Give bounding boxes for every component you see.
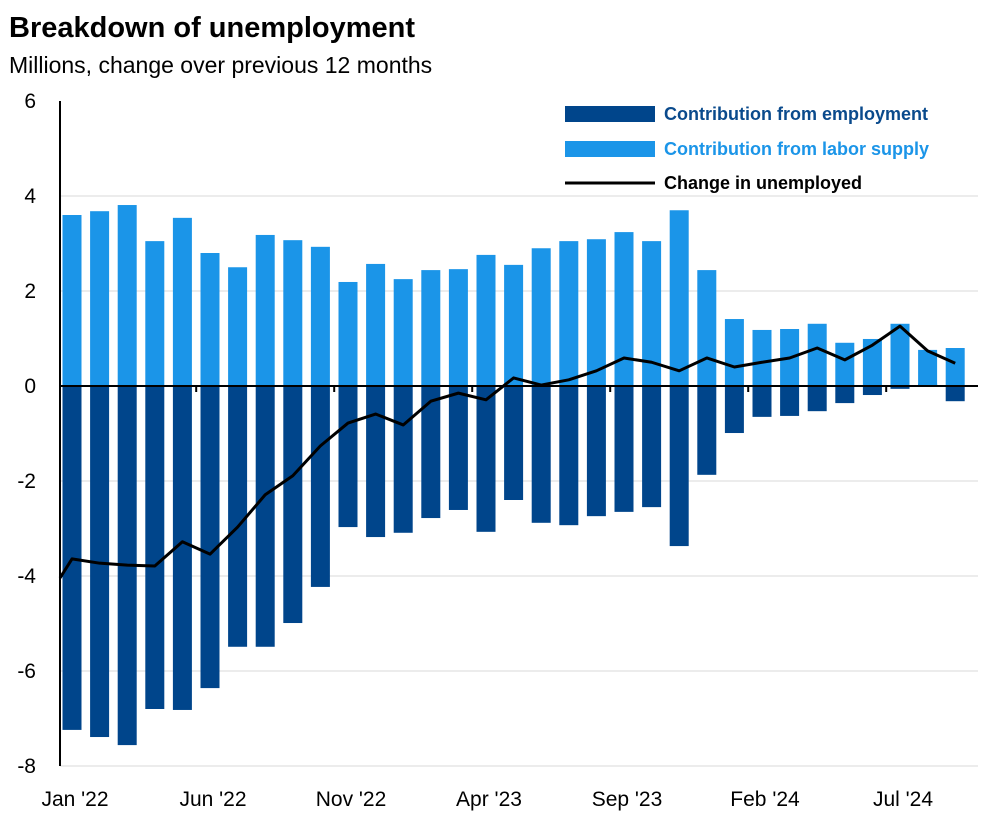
line-change-in-unemployed	[58, 324, 956, 579]
bar	[448, 269, 468, 386]
legend-label: Contribution from employment	[664, 104, 928, 124]
bar	[172, 217, 192, 386]
bar	[255, 234, 275, 386]
y-tick-label: -2	[17, 470, 36, 493]
bar	[476, 254, 496, 386]
y-tick-label: 2	[24, 280, 36, 303]
bar	[421, 386, 441, 519]
bar	[366, 263, 386, 386]
bar	[752, 386, 772, 417]
bar	[310, 386, 330, 587]
bar	[862, 386, 882, 396]
bar	[724, 319, 744, 386]
bar	[172, 386, 192, 710]
bar	[697, 386, 717, 475]
bar	[724, 386, 744, 434]
bar	[255, 386, 275, 647]
bar	[642, 386, 662, 508]
bar	[945, 386, 965, 402]
bar	[504, 386, 524, 500]
legend-label: Change in unemployed	[664, 173, 862, 193]
x-tick-label: Jan '22	[41, 788, 108, 811]
bar	[310, 246, 330, 386]
bar	[780, 386, 800, 416]
bar	[752, 329, 772, 386]
y-tick-label: 4	[24, 185, 36, 208]
bar	[338, 386, 358, 528]
y-tick-label: 6	[24, 90, 36, 113]
y-tick-label: -4	[17, 565, 36, 588]
bar	[393, 386, 413, 533]
bar	[117, 205, 137, 386]
bar	[145, 386, 165, 709]
x-tick-label: Nov '22	[316, 788, 387, 811]
bar	[642, 241, 662, 386]
bar	[366, 386, 386, 538]
bar	[90, 211, 110, 386]
bar	[559, 386, 579, 526]
bar	[614, 232, 634, 386]
bar	[228, 386, 248, 647]
bar	[835, 342, 855, 386]
chart-title: Breakdown of unemployment	[9, 12, 416, 44]
bar	[338, 281, 358, 386]
bar	[283, 386, 303, 624]
legend-swatch	[565, 106, 655, 122]
bar	[890, 323, 910, 386]
bar	[393, 279, 413, 386]
x-tick-label: Feb '24	[730, 788, 800, 811]
bar	[918, 349, 938, 386]
bar	[283, 240, 303, 386]
bar	[586, 386, 606, 517]
bar	[586, 239, 606, 386]
x-tick-label: Jul '24	[873, 788, 933, 811]
bar	[228, 267, 248, 386]
bar	[669, 210, 689, 386]
y-tick-label: 0	[24, 375, 36, 398]
bar	[559, 241, 579, 386]
x-tick-label: Jun '22	[179, 788, 246, 811]
bar	[504, 264, 524, 386]
bar	[697, 270, 717, 386]
bar	[807, 386, 827, 412]
x-tick-label: Apr '23	[456, 788, 522, 811]
legend-swatch	[565, 141, 655, 157]
y-tick-label: -6	[17, 660, 36, 683]
x-tick-label: Sep '23	[592, 788, 663, 811]
bar	[862, 338, 882, 386]
bar	[531, 386, 551, 523]
bar	[421, 270, 441, 386]
bar	[669, 386, 689, 547]
bar	[531, 248, 551, 386]
bar	[476, 386, 496, 532]
bar	[835, 386, 855, 404]
bar	[945, 348, 965, 386]
y-tick-label: -8	[17, 755, 36, 778]
bar	[145, 241, 165, 386]
bar	[614, 386, 634, 512]
chart-subtitle: Millions, change over previous 12 months	[9, 52, 433, 78]
bar	[200, 386, 220, 689]
bar	[890, 386, 910, 389]
bar	[90, 386, 110, 738]
bar	[62, 215, 82, 386]
bar	[448, 386, 468, 510]
legend-label: Contribution from labor supply	[664, 139, 929, 159]
bar	[200, 253, 220, 386]
bar	[807, 323, 827, 386]
